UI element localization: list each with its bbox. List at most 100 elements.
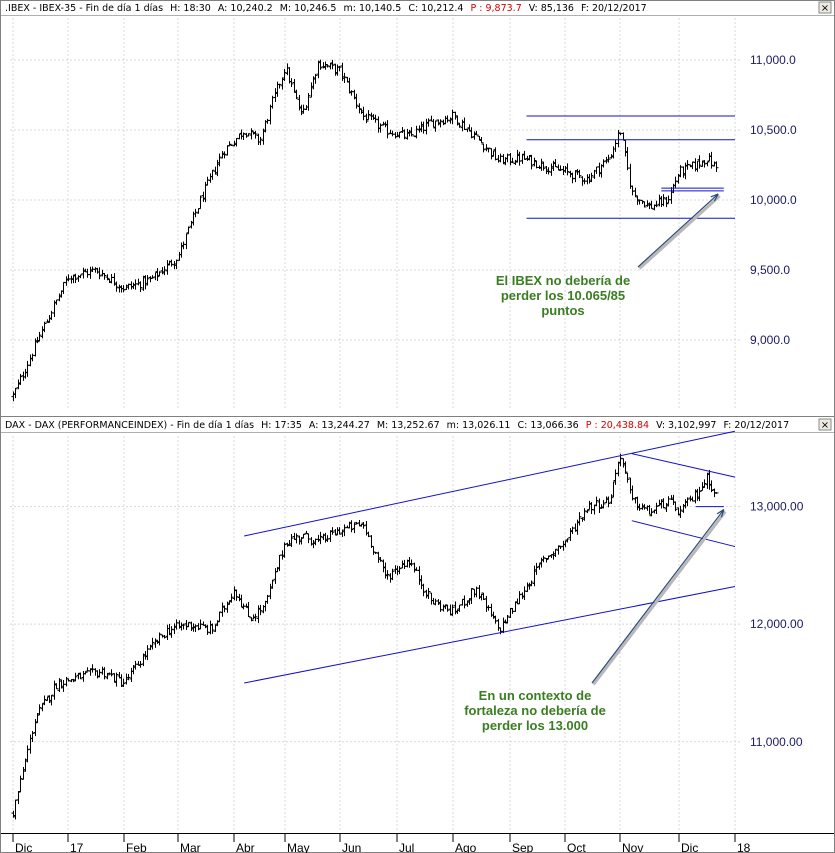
ibex-annotation-line: perder los 10.065/85	[501, 288, 625, 303]
ibex-price-bar	[129, 281, 134, 290]
ibex-volume: V: 85,136	[529, 3, 574, 14]
ibex-price-bar	[313, 73, 318, 84]
dax-price-bar	[628, 477, 633, 494]
ibex-price-bar	[325, 64, 330, 68]
ibex-price-bar	[229, 144, 234, 146]
ibex-price-bar	[702, 160, 707, 168]
x-tick-label: Mar	[180, 841, 201, 853]
ibex-y-tick-label: 10,500.0	[750, 123, 797, 137]
dax-y-tick-label: 13,000.00	[750, 500, 804, 514]
dax-price-bar	[189, 621, 194, 632]
dax-price-bar	[83, 671, 88, 675]
dax-price-bar	[585, 509, 590, 514]
dax-annotation-arrowhead	[716, 509, 725, 518]
ibex-annotation-line: puntos	[541, 303, 584, 318]
ibex-low: m: 10,140.5	[344, 3, 402, 14]
dax-price-bar	[621, 458, 626, 468]
ibex-price-bar	[157, 271, 162, 276]
dax-price-bar	[522, 586, 527, 601]
ibex-price-bar	[95, 267, 100, 274]
dax-price-bar	[705, 472, 710, 489]
dax-price-bar	[601, 499, 606, 509]
dax-price-bar	[76, 672, 81, 680]
dax-price-bar	[640, 503, 645, 510]
dax-close-button[interactable]: ×	[818, 418, 832, 431]
ibex-price-bar	[337, 65, 342, 72]
dax-price-bar	[529, 580, 534, 587]
ibex-price-bar	[73, 273, 78, 283]
ibex-price-bar	[81, 267, 86, 279]
ibex-price-bar	[198, 195, 203, 210]
dax-price-bar	[126, 673, 131, 681]
dax-price-bar	[138, 660, 143, 668]
ibex-price-bar	[613, 139, 618, 152]
dax-price-bar	[417, 566, 422, 585]
ibex-price-bar	[522, 150, 527, 161]
dax-price-bar	[186, 621, 191, 628]
dax-price-bar	[409, 559, 414, 567]
x-tick-label: Jun	[342, 841, 361, 853]
dax-price-bar	[623, 461, 628, 474]
ibex-price-bar	[347, 77, 352, 94]
dax-price-bar	[400, 560, 405, 569]
ibex-price-bar	[167, 260, 172, 266]
dax-price-bar	[565, 538, 570, 543]
dax-points: P : 20,438.84	[586, 420, 649, 431]
ibex-price-bar	[438, 119, 443, 128]
dax-price-bar	[688, 495, 693, 502]
ibex-price-bar	[529, 154, 534, 170]
dax-price-bar	[515, 598, 520, 605]
ibex-close-button[interactable]: ×	[818, 1, 832, 14]
dax-price-bar	[133, 660, 138, 670]
dax-price-bar	[244, 603, 249, 609]
dax-price-bar	[457, 604, 462, 612]
dax-price-bar	[88, 668, 93, 676]
ibex-price-bar	[145, 275, 150, 286]
ibex-price-bar	[299, 104, 304, 116]
dax-price-bar	[220, 602, 225, 617]
dax-price-bar	[606, 496, 611, 508]
dax-price-bar	[270, 579, 275, 589]
dax-price-bar	[537, 563, 542, 570]
ibex-price-bar	[309, 82, 314, 98]
dax-price-bar	[323, 532, 328, 543]
dax-price-bar	[100, 666, 105, 675]
ibex-price-bar	[474, 130, 479, 136]
dax-price-bar	[431, 598, 436, 605]
ibex-price-bar	[294, 89, 299, 100]
dax-price-bar	[143, 650, 148, 660]
dax-price-bar	[702, 479, 707, 489]
ibex-price-bar	[289, 78, 294, 88]
dax-price-bar	[395, 565, 400, 576]
dax-price-bar	[35, 713, 40, 724]
ibex-price-bar	[436, 119, 441, 126]
ibex-price-bar	[457, 122, 462, 128]
ibex-price-bar	[292, 78, 297, 93]
ibex-price-bar	[371, 114, 376, 120]
ibex-price-bar	[277, 83, 282, 89]
dax-price-bar	[37, 704, 42, 716]
dax-price-bar	[45, 696, 50, 701]
dax-trend-line	[244, 586, 736, 684]
ibex-price-bar	[589, 172, 594, 183]
ibex-annotation-arrow-shadow	[638, 194, 721, 270]
dax-price-bar	[273, 568, 278, 584]
dax-price-bar	[337, 527, 342, 535]
dax-price-bar	[30, 730, 35, 742]
ibex-price-bar	[565, 163, 570, 176]
ibex-date: F: 20/12/2017	[581, 3, 647, 14]
ibex-price-bar	[616, 130, 621, 148]
ibex-price-bar	[685, 160, 690, 170]
ibex-price-bar	[426, 118, 431, 127]
ibex-price-bar	[37, 331, 42, 342]
dax-annotation-arrow	[591, 509, 725, 684]
ibex-price-bar	[549, 163, 554, 176]
ibex-price-bar	[114, 281, 119, 292]
dax-annotation-line: fortaleza no debería de	[464, 703, 606, 718]
dax-price-bar	[239, 594, 244, 608]
dax-price-bar	[697, 486, 702, 502]
dax-name: DAX - DAX (PERFORMANCEINDEX) - Fin de dí…	[5, 420, 254, 431]
dax-price-bar	[685, 497, 690, 507]
ibex-price-bar	[241, 132, 246, 140]
x-tick-label: Dic	[15, 841, 32, 853]
